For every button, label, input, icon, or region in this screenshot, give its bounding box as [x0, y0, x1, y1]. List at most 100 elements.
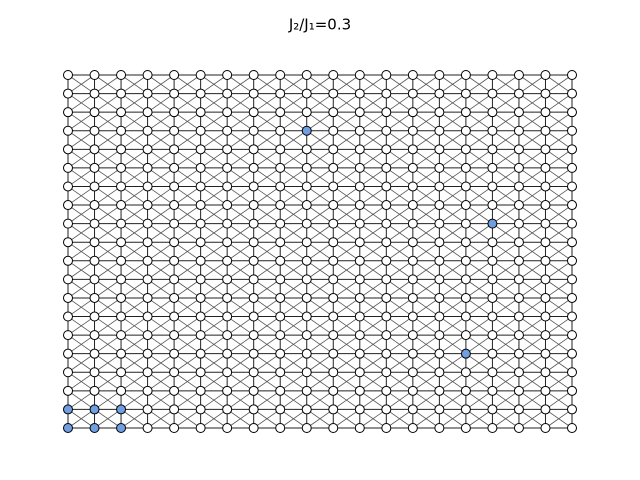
node — [222, 330, 233, 341]
node — [222, 367, 233, 378]
highlighted-node — [460, 348, 471, 359]
node — [567, 181, 577, 192]
node — [540, 423, 551, 433]
node — [354, 181, 365, 192]
node — [434, 385, 445, 396]
node — [195, 330, 206, 341]
node — [381, 88, 392, 99]
diagonal-edge — [120, 74, 148, 94]
diagonal-edge — [439, 167, 467, 187]
node — [567, 311, 577, 322]
diagonal-edge — [147, 390, 175, 410]
diagonal-edge — [518, 371, 546, 392]
node — [381, 367, 392, 378]
diagonal-edge — [465, 74, 493, 94]
node — [142, 218, 153, 229]
node — [222, 181, 233, 192]
diagonal-edge — [200, 130, 228, 150]
diagonal-edge — [333, 371, 361, 392]
diagonal-edge — [200, 241, 228, 262]
node — [567, 200, 577, 211]
diagonal-edge — [306, 334, 334, 355]
node — [460, 385, 471, 396]
node — [275, 330, 286, 341]
node — [328, 274, 339, 285]
node — [89, 367, 100, 378]
node — [63, 200, 73, 211]
node — [169, 255, 180, 266]
node — [248, 367, 259, 378]
diagonal-edge — [518, 130, 546, 150]
highlighted-node — [63, 423, 73, 433]
diagonal-edge — [465, 316, 493, 336]
diagonal-edge — [439, 93, 467, 113]
diagonal-edge — [386, 223, 414, 243]
diagonal-edge — [359, 260, 387, 280]
diagonal-edge — [492, 316, 520, 336]
diagonal-edge — [67, 297, 95, 317]
diagonal-edge — [359, 167, 387, 187]
node — [116, 348, 127, 359]
node — [487, 70, 498, 80]
diagonal-edge — [333, 409, 361, 429]
diagonal-edge — [67, 371, 95, 392]
diagonal-edge — [279, 130, 307, 150]
node — [248, 385, 259, 396]
node — [116, 237, 127, 248]
node — [513, 385, 524, 396]
diagonal-edge — [147, 353, 175, 373]
node — [275, 274, 286, 285]
node — [169, 348, 180, 359]
diagonal-edge — [226, 111, 254, 132]
diagonal-edge — [359, 74, 387, 94]
diagonal-edge — [333, 279, 361, 299]
diagonal-edge — [306, 167, 334, 187]
node — [222, 88, 233, 99]
node — [540, 218, 551, 229]
node — [540, 181, 551, 192]
diagonal-edge — [465, 390, 493, 410]
diagonal-edge — [439, 148, 467, 169]
nodes — [63, 70, 577, 433]
node — [116, 255, 127, 266]
node — [513, 218, 524, 229]
node — [248, 330, 259, 341]
node — [513, 348, 524, 359]
node — [567, 218, 577, 229]
diagonal-edge — [386, 93, 414, 113]
diagonal-edge — [94, 279, 122, 299]
diagonal-edge — [359, 334, 387, 355]
diagonal-edge — [94, 93, 122, 113]
diagonal-edge — [253, 241, 281, 262]
node — [222, 237, 233, 248]
diagonal-edge — [279, 93, 307, 113]
node — [169, 125, 180, 136]
diagonal-edge — [492, 260, 520, 280]
diagonal-edge — [120, 204, 148, 224]
highlighted-node — [89, 404, 100, 415]
diagonal-edge — [439, 186, 467, 206]
diagonal-edge — [200, 316, 228, 336]
node — [460, 125, 471, 136]
node — [142, 70, 153, 80]
node — [407, 255, 418, 266]
node — [142, 311, 153, 322]
node — [460, 274, 471, 285]
node — [248, 107, 259, 118]
diagonal-edge — [253, 371, 281, 392]
node — [275, 255, 286, 266]
diagonal-edge — [306, 130, 334, 150]
diagonal-edge — [94, 167, 122, 187]
node — [513, 237, 524, 248]
diagonal-edge — [439, 390, 467, 410]
node — [567, 88, 577, 99]
diagonal-edge — [439, 371, 467, 392]
node — [169, 274, 180, 285]
diagonal-edge — [386, 279, 414, 299]
node — [567, 292, 577, 303]
node — [328, 330, 339, 341]
diagonal-edge — [67, 241, 95, 262]
diagonal-edge — [253, 297, 281, 317]
diagonal-edge — [439, 204, 467, 224]
diagonal-edge — [545, 148, 573, 169]
